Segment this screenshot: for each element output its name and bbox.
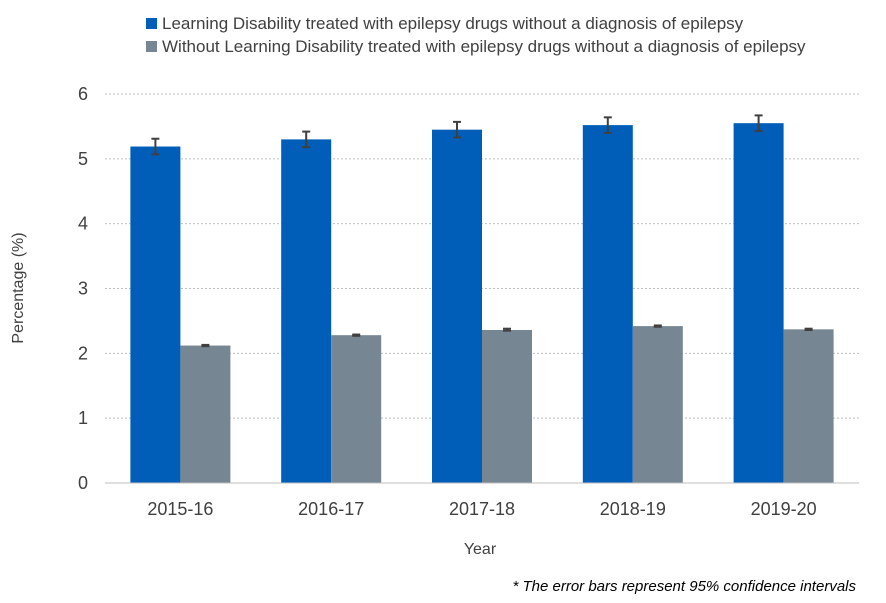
- bar: [281, 139, 332, 483]
- legend-swatch-ld: [146, 18, 157, 29]
- bar: [733, 123, 784, 484]
- x-axis-ticks: 2015-16 2016-17 2017-18 2018-19 2019-20: [147, 499, 816, 519]
- bar: [130, 146, 181, 483]
- x-tick-label: 2016-17: [298, 499, 364, 519]
- error-bars: [151, 114, 813, 348]
- y-tick-label: 3: [78, 279, 88, 299]
- x-tick-label: 2017-18: [449, 499, 515, 519]
- legend-item-ld: Learning Disability treated with epileps…: [146, 12, 806, 35]
- legend-swatch-non-ld: [146, 41, 157, 52]
- legend-label-ld: Learning Disability treated with epileps…: [162, 14, 744, 33]
- y-tick-label: 5: [78, 149, 88, 169]
- error-bar: [151, 137, 160, 156]
- error-bar: [754, 114, 763, 132]
- y-axis-title: Percentage (%): [10, 232, 27, 343]
- error-bar: [603, 116, 612, 134]
- y-tick-label: 2: [78, 343, 88, 363]
- bar: [331, 335, 382, 483]
- error-bar: [201, 343, 210, 348]
- error-bar: [352, 333, 361, 337]
- x-tick-label: 2015-16: [147, 499, 213, 519]
- error-bar: [453, 120, 461, 139]
- y-tick-label: 0: [78, 473, 88, 493]
- footnote: * The error bars represent 95% confidenc…: [512, 578, 856, 595]
- bar: [632, 326, 683, 483]
- legend: Learning Disability treated with epileps…: [146, 12, 806, 58]
- x-tick-label: 2019-20: [751, 499, 817, 519]
- legend-label-non-ld: Without Learning Disability treated with…: [162, 37, 806, 56]
- bar: [783, 329, 834, 483]
- y-tick-label: 4: [78, 214, 88, 234]
- bar: [432, 129, 482, 484]
- bar: [582, 125, 633, 484]
- y-tick-label: 1: [78, 408, 88, 428]
- bar: [482, 329, 532, 483]
- error-bar: [503, 327, 511, 332]
- error-bar: [804, 327, 813, 331]
- x-axis-title: Year: [464, 541, 497, 558]
- bar: [180, 345, 231, 483]
- y-tick-label: 6: [78, 84, 88, 104]
- x-tick-label: 2018-19: [600, 499, 666, 519]
- y-axis-ticks: 0 1 2 3 4 5 6: [78, 84, 88, 493]
- legend-item-non-ld: Without Learning Disability treated with…: [146, 35, 806, 58]
- bars: [130, 123, 834, 484]
- error-bar: [653, 324, 662, 328]
- error-bar: [302, 130, 311, 149]
